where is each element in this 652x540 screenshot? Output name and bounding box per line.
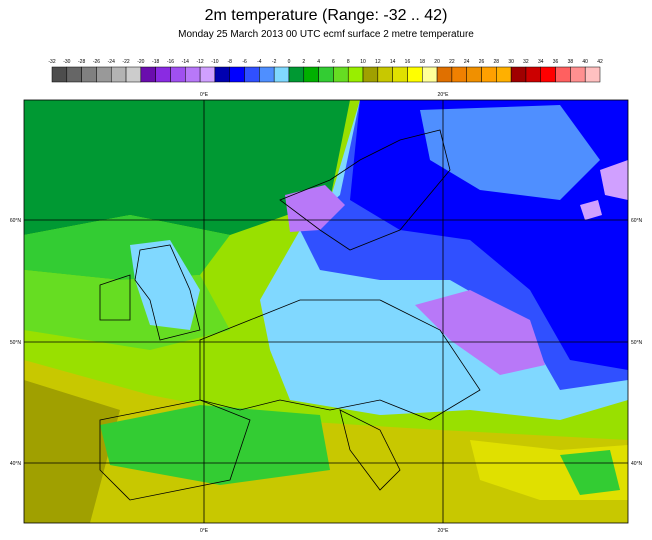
colorbar-label: -2	[272, 59, 277, 65]
colorbar-label: -4	[257, 59, 262, 65]
colorbar-box	[140, 66, 156, 83]
colorbar-label: 36	[553, 59, 559, 65]
lon-label: 20°E	[438, 92, 450, 98]
colorbar-box	[510, 66, 527, 83]
colorbar-box	[303, 66, 319, 83]
lat-label: 50°N	[631, 340, 643, 346]
colorbar-label: 38	[568, 59, 574, 65]
colorbar-box	[392, 66, 408, 83]
colorbar-box	[362, 66, 379, 83]
lat-label: 40°N	[10, 461, 22, 467]
colorbar-label: 18	[419, 59, 425, 65]
colorbar-label: 4	[317, 59, 320, 65]
colorbar-box	[214, 66, 230, 83]
colorbar-label: 30	[508, 59, 514, 65]
colorbar-box	[199, 66, 216, 83]
colorbar-box	[407, 66, 423, 83]
colorbar-box	[333, 66, 349, 83]
colorbar-label: 24	[464, 59, 470, 65]
colorbar-label: 10	[360, 59, 366, 65]
colorbar-label: 12	[375, 59, 381, 65]
colorbar-box	[377, 66, 393, 83]
lon-label: 0°E	[200, 92, 209, 98]
colorbar-box	[466, 66, 482, 83]
colorbar-box	[244, 66, 260, 83]
colorbar-label: -28	[78, 59, 85, 65]
colorbar-label: -16	[167, 59, 174, 65]
lon-label: 0°E	[200, 528, 209, 534]
colorbar-label: -26	[93, 59, 100, 65]
coastlines	[99, 129, 481, 501]
colorbar-box	[229, 66, 245, 83]
colorbar-label: 28	[494, 59, 500, 65]
colorbar-box	[81, 66, 97, 83]
colorbar-label: 0	[288, 59, 291, 65]
colorbar-label: 22	[449, 59, 455, 65]
colorbar-box	[436, 66, 453, 83]
colorbar-box	[66, 66, 82, 83]
colorbar-label: -32	[48, 59, 55, 65]
lat-label: 40°N	[631, 461, 643, 467]
colorbar-label: 42	[597, 59, 603, 65]
colorbar-label: -12	[196, 59, 203, 65]
colorbar-label: 6	[332, 59, 335, 65]
colorbar-label: 8	[347, 59, 350, 65]
colorbar-box	[347, 66, 364, 83]
lat-label: 60°N	[10, 218, 22, 224]
colorbar-label: 32	[523, 59, 529, 65]
colorbar-box	[110, 66, 127, 83]
colorbar-box	[451, 66, 467, 83]
colorbar-box	[570, 66, 586, 83]
colorbar: -32 -30 -28 -26 -24 -22 -20 -18 -16 -14 -12 -10 -8 -6…	[48, 59, 603, 83]
colorbar-label: 20	[434, 59, 440, 65]
colorbar-label: -30	[63, 59, 70, 65]
title: 2m temperature (Range: -32 .. 42)	[205, 7, 448, 24]
graticule	[23, 99, 629, 524]
colorbar-box	[525, 66, 542, 83]
colorbar-label: 16	[405, 59, 411, 65]
colorbar-box	[288, 66, 305, 83]
lat-label: 50°N	[10, 340, 22, 346]
temperature-field	[24, 100, 628, 523]
colorbar-box	[273, 66, 290, 83]
colorbar-box	[96, 66, 112, 83]
subtitle: Monday 25 March 2013 00 UTC ecmf surface…	[178, 29, 474, 40]
colorbar-label: 40	[582, 59, 588, 65]
colorbar-box	[155, 66, 171, 83]
colorbar-label: -6	[242, 59, 247, 65]
colorbar-box	[496, 66, 512, 83]
colorbar-box	[185, 66, 201, 83]
colorbar-box	[170, 66, 186, 83]
colorbar-box	[51, 66, 68, 83]
lon-label: 20°E	[438, 528, 450, 534]
colorbar-label: -18	[152, 59, 159, 65]
colorbar-box	[540, 66, 556, 83]
colorbar-box	[584, 66, 601, 83]
colorbar-label: -8	[228, 59, 233, 65]
colorbar-label: -14	[182, 59, 189, 65]
colorbar-box	[481, 66, 497, 83]
colorbar-box	[259, 66, 275, 83]
colorbar-label: -10	[211, 59, 218, 65]
colorbar-label: 14	[390, 59, 396, 65]
colorbar-box	[422, 66, 438, 83]
colorbar-label: -24	[108, 59, 115, 65]
colorbar-label: -20	[137, 59, 144, 65]
lat-label: 60°N	[631, 218, 643, 224]
colorbar-box	[125, 66, 142, 83]
colorbar-box	[318, 66, 334, 83]
colorbar-label: 2	[302, 59, 305, 65]
colorbar-label: 26	[479, 59, 485, 65]
colorbar-label: -22	[122, 59, 129, 65]
colorbar-box	[555, 66, 571, 83]
colorbar-label: 34	[538, 59, 544, 65]
